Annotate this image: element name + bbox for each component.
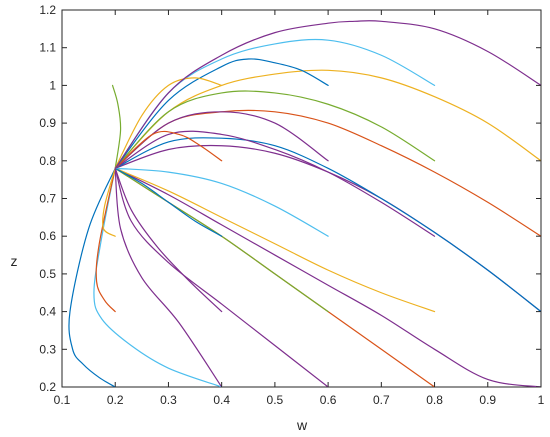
x-tick-label: 0.2 [107, 393, 124, 407]
y-tick-label: 0.8 [39, 154, 56, 168]
y-axis-label: z [11, 253, 18, 269]
x-tick-label: 1 [538, 393, 545, 407]
series-line-24 [114, 58, 329, 169]
series-line-1 [68, 167, 116, 387]
x-tick-label: 0.6 [320, 393, 337, 407]
series-line-14 [114, 167, 329, 237]
y-axis: 0.2 0.3 0.4 0.5 0.6 0.7 0.8 0.9 1 1.1 1.2 [39, 3, 541, 394]
series-line-17 [114, 130, 436, 237]
series-line-12 [114, 167, 223, 313]
y-tick-label: 0.6 [39, 229, 56, 243]
series-line-5 [111, 84, 122, 169]
x-tick-label: 0.1 [54, 393, 71, 407]
series-line-16 [114, 137, 541, 313]
x-tick-label: 0.7 [373, 393, 390, 407]
series-line-22 [114, 130, 223, 169]
series-line-19 [114, 69, 541, 169]
series-group [68, 20, 541, 387]
y-tick-label: 1 [49, 78, 56, 92]
plot-frame [61, 9, 542, 388]
y-tick-label: 0.9 [39, 116, 56, 130]
series-line-7 [114, 167, 329, 387]
series-line-6 [114, 167, 223, 387]
x-axis: 0.1 0.2 0.3 0.4 0.5 0.6 0.7 0.8 0.9 1 [54, 10, 545, 407]
series-line-25 [114, 77, 223, 169]
series-line-10 [114, 167, 436, 313]
x-axis-label: w [296, 417, 308, 433]
plot-area [61, 9, 542, 388]
x-tick-label: 0.4 [213, 393, 230, 407]
x-tick-label: 0.9 [479, 393, 496, 407]
y-tick-label: 1.2 [39, 3, 56, 17]
series-line-13 [114, 167, 223, 237]
y-tick-label: 0.2 [39, 380, 56, 394]
y-tick-label: 0.7 [39, 192, 56, 206]
x-tick-label: 0.8 [426, 393, 443, 407]
x-tick-label: 0.3 [160, 393, 177, 407]
y-tick-label: 1.1 [39, 41, 56, 55]
y-tick-label: 0.4 [39, 305, 56, 319]
y-tick-label: 0.3 [39, 342, 56, 356]
series-line-9 [114, 167, 541, 387]
series-line-2 [93, 167, 223, 387]
x-tick-label: 0.5 [267, 393, 284, 407]
series-layer [68, 20, 541, 387]
series-line-4 [101, 167, 116, 237]
series-line-20 [114, 90, 436, 169]
series-line-3 [95, 167, 116, 313]
y-tick-label: 0.5 [39, 267, 56, 281]
series-line-26 [114, 20, 541, 169]
